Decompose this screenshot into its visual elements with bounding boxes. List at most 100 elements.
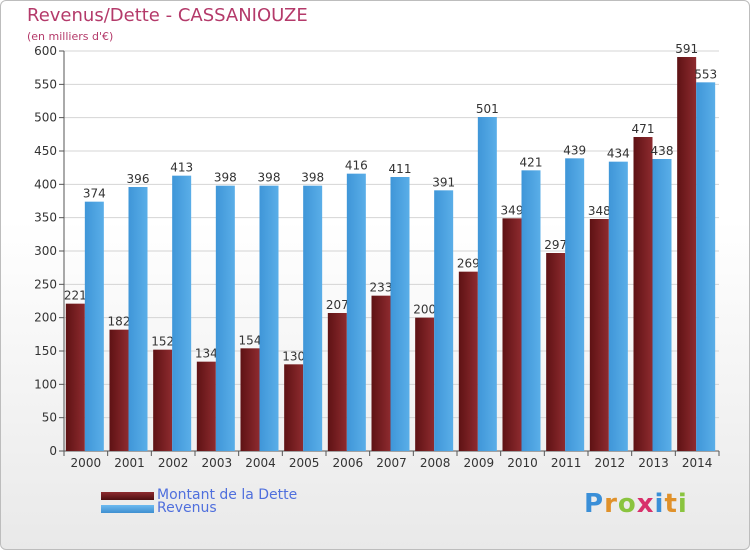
- bar-revenus: [303, 185, 323, 451]
- bar-revenus: [128, 187, 148, 451]
- data-label-debt: 269: [457, 257, 480, 271]
- bar-debt: [546, 253, 566, 451]
- bar-debt: [633, 137, 653, 451]
- logo-letter: t: [664, 489, 678, 519]
- chart-subtitle: (en milliers d'€): [27, 30, 114, 43]
- bar-revenus: [608, 161, 628, 451]
- data-label-revenus: 413: [170, 161, 193, 175]
- x-tick-label: 2010: [507, 456, 538, 470]
- data-label-debt: 471: [632, 122, 655, 136]
- data-label-revenus: 398: [214, 171, 237, 185]
- data-label-debt: 233: [370, 281, 393, 295]
- bar-debt: [109, 329, 129, 451]
- data-label-revenus: 374: [83, 187, 106, 201]
- data-label-debt: 154: [239, 333, 262, 347]
- x-tick-label: 2001: [114, 456, 145, 470]
- y-tick-label: 0: [49, 444, 57, 458]
- data-label-debt: 591: [675, 42, 698, 56]
- y-tick-label: 600: [34, 44, 57, 58]
- bar-revenus: [259, 185, 279, 451]
- x-tick-label: 2002: [158, 456, 189, 470]
- data-label-revenus: 434: [607, 147, 630, 161]
- data-label-revenus: 398: [301, 171, 324, 185]
- logo-letter: x: [636, 489, 655, 519]
- logo-letter: o: [617, 489, 637, 519]
- data-label-revenus: 391: [432, 175, 455, 189]
- logo-letter: i: [677, 489, 688, 519]
- x-tick-label: 2008: [420, 456, 451, 470]
- y-tick-label: 50: [42, 411, 57, 425]
- data-label-debt: 130: [282, 349, 305, 363]
- logo-letter: P: [584, 489, 605, 519]
- bar-revenus: [390, 177, 410, 451]
- data-label-debt: 349: [501, 203, 524, 217]
- y-tick-label: 250: [34, 277, 57, 291]
- bar-revenus: [215, 185, 235, 451]
- x-tick-label: 2007: [376, 456, 407, 470]
- x-tick-label: 2014: [682, 456, 713, 470]
- data-label-revenus: 398: [258, 171, 281, 185]
- x-tick-label: 2006: [333, 456, 364, 470]
- data-label-debt: 182: [108, 315, 131, 329]
- bar-revenus: [652, 159, 672, 451]
- bar-revenus: [84, 201, 104, 451]
- data-label-revenus: 416: [345, 159, 368, 173]
- x-tick-label: 2013: [638, 456, 669, 470]
- data-label-debt: 348: [588, 204, 611, 218]
- legend-label-debt: Montant de la Dette: [157, 487, 298, 503]
- bar-revenus: [346, 173, 366, 451]
- y-tick-label: 400: [34, 177, 57, 191]
- legend-swatch-revenus: [101, 505, 154, 513]
- bar-debt: [284, 364, 304, 451]
- bar-debt: [65, 303, 85, 451]
- data-label-revenus: 396: [127, 172, 150, 186]
- bar-debt: [196, 361, 216, 451]
- bar-debt: [327, 313, 347, 451]
- y-tick-label: 200: [34, 311, 57, 325]
- data-label-revenus: 553: [694, 67, 717, 81]
- data-label-debt: 207: [326, 298, 349, 312]
- x-tick-label: 2003: [202, 456, 233, 470]
- bar-revenus: [477, 117, 497, 451]
- bar-debt: [371, 295, 391, 451]
- bar-revenus: [565, 158, 585, 452]
- bar-revenus: [521, 170, 541, 452]
- legend-label-revenus: Revenus: [157, 500, 217, 516]
- y-tick-label: 100: [34, 377, 57, 391]
- data-label-revenus: 411: [389, 162, 412, 176]
- logo-letter: r: [604, 489, 618, 519]
- bar-revenus: [434, 190, 454, 452]
- logo-letter: i: [654, 489, 665, 519]
- y-tick-label: 350: [34, 211, 57, 225]
- chart-title: Revenus/Dette - CASSANIOUZE: [27, 5, 308, 26]
- bar-debt: [458, 271, 478, 451]
- data-label-revenus: 438: [651, 144, 674, 158]
- bar-debt: [415, 317, 435, 451]
- bar-debt: [240, 348, 260, 451]
- bar-debt: [589, 219, 609, 451]
- y-tick-label: 300: [34, 244, 57, 258]
- x-tick-label: 2005: [289, 456, 320, 470]
- x-tick-label: 2004: [245, 456, 276, 470]
- x-tick-label: 2000: [71, 456, 102, 470]
- proxiti-logo[interactable]: Proxiti: [584, 489, 688, 519]
- bar-revenus: [172, 175, 192, 451]
- y-tick-label: 550: [34, 77, 57, 91]
- data-label-revenus: 439: [563, 143, 586, 157]
- data-label-revenus: 421: [520, 155, 543, 169]
- data-label-debt: 200: [413, 303, 436, 317]
- bar-revenus: [696, 82, 716, 451]
- data-label-debt: 134: [195, 347, 218, 361]
- data-label-debt: 221: [64, 289, 87, 303]
- bar-debt: [502, 218, 522, 451]
- legend-swatch-debt: [101, 492, 154, 500]
- x-tick-label: 2011: [551, 456, 582, 470]
- y-tick-label: 450: [34, 144, 57, 158]
- bar-debt: [153, 349, 173, 451]
- data-label-revenus: 501: [476, 102, 499, 116]
- y-tick-label: 500: [34, 111, 57, 125]
- data-label-debt: 297: [544, 238, 567, 252]
- y-tick-label: 150: [34, 344, 57, 358]
